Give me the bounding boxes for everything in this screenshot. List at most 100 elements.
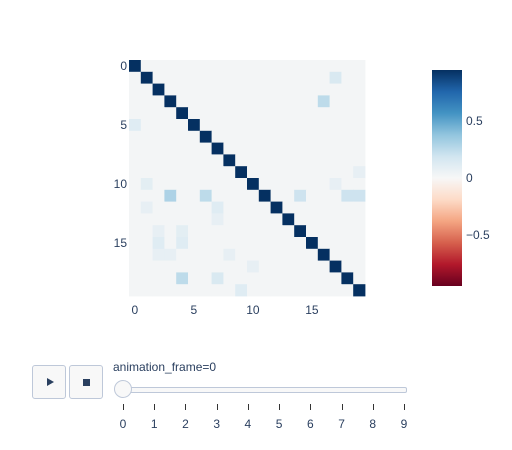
heatmap-cell[interactable] — [247, 95, 260, 108]
heatmap-cell[interactable] — [176, 166, 189, 179]
heatmap-cell[interactable] — [235, 201, 248, 214]
heatmap-cell[interactable] — [353, 248, 366, 261]
heatmap-cell[interactable] — [258, 213, 271, 226]
heatmap-cell[interactable] — [270, 201, 283, 214]
heatmap-cell[interactable] — [188, 60, 201, 73]
heatmap-cell[interactable] — [199, 95, 212, 108]
heatmap-cell[interactable] — [152, 272, 165, 285]
heatmap-cell[interactable] — [129, 178, 142, 191]
heatmap-cell[interactable] — [282, 83, 295, 96]
heatmap-cell[interactable] — [294, 284, 307, 297]
heatmap-cell[interactable] — [270, 166, 283, 179]
heatmap-cell[interactable] — [164, 95, 177, 108]
heatmap-cell[interactable] — [353, 71, 366, 84]
heatmap-cell[interactable] — [211, 189, 224, 202]
heatmap-cell[interactable] — [341, 142, 354, 155]
heatmap-cell[interactable] — [341, 130, 354, 143]
heatmap-cell[interactable] — [329, 237, 342, 250]
slider-handle[interactable] — [114, 380, 132, 398]
heatmap-cell[interactable] — [247, 201, 260, 214]
heatmap-cell[interactable] — [329, 83, 342, 96]
heatmap-cell[interactable] — [270, 130, 283, 143]
heatmap-cell[interactable] — [270, 154, 283, 167]
slider-tick-label[interactable]: 6 — [306, 417, 314, 431]
heatmap-cell[interactable] — [294, 225, 307, 238]
heatmap-cell[interactable] — [282, 272, 295, 285]
heatmap-cell[interactable] — [164, 71, 177, 84]
heatmap-cell[interactable] — [317, 119, 330, 132]
heatmap-cell[interactable] — [282, 119, 295, 132]
heatmap-cell[interactable] — [294, 60, 307, 73]
heatmap-cell[interactable] — [129, 71, 142, 84]
heatmap-cell[interactable] — [152, 130, 165, 143]
heatmap-cell[interactable] — [353, 260, 366, 273]
heatmap-cell[interactable] — [188, 237, 201, 250]
heatmap-cell[interactable] — [306, 95, 319, 108]
heatmap-cell[interactable] — [164, 60, 177, 73]
heatmap-cell[interactable] — [329, 284, 342, 297]
heatmap-cell[interactable] — [211, 71, 224, 84]
heatmap-cell[interactable] — [176, 178, 189, 191]
heatmap-cell[interactable] — [129, 260, 142, 273]
heatmap-cell[interactable] — [341, 248, 354, 261]
heatmap-cell[interactable] — [223, 213, 236, 226]
slider-tick-label[interactable]: 1 — [150, 417, 158, 431]
heatmap-cell[interactable] — [282, 154, 295, 167]
heatmap-cell[interactable] — [258, 60, 271, 73]
heatmap-cell[interactable] — [188, 71, 201, 84]
heatmap-cell[interactable] — [294, 71, 307, 84]
heatmap-cell[interactable] — [329, 154, 342, 167]
heatmap-cell[interactable] — [176, 95, 189, 108]
heatmap-cell[interactable] — [211, 225, 224, 238]
heatmap-cell[interactable] — [306, 83, 319, 96]
heatmap-cell[interactable] — [188, 142, 201, 155]
heatmap-cell[interactable] — [199, 83, 212, 96]
heatmap-cell[interactable] — [317, 178, 330, 191]
heatmap-cell[interactable] — [247, 178, 260, 191]
heatmap-cell[interactable] — [140, 60, 153, 73]
heatmap-cell[interactable] — [223, 284, 236, 297]
heatmap-cell[interactable] — [211, 260, 224, 273]
heatmap-cell[interactable] — [140, 166, 153, 179]
heatmap-cell[interactable] — [199, 225, 212, 238]
heatmap-cell[interactable] — [294, 142, 307, 155]
heatmap-cell[interactable] — [235, 178, 248, 191]
heatmap-cell[interactable] — [329, 225, 342, 238]
heatmap-cell[interactable] — [341, 284, 354, 297]
heatmap-cell[interactable] — [188, 189, 201, 202]
heatmap-cell[interactable] — [199, 119, 212, 132]
heatmap-cell[interactable] — [282, 284, 295, 297]
heatmap-cell[interactable] — [341, 107, 354, 120]
heatmap-cell[interactable] — [258, 71, 271, 84]
heatmap-cell[interactable] — [152, 201, 165, 214]
heatmap-cell[interactable] — [152, 260, 165, 273]
heatmap-cell[interactable] — [152, 248, 165, 261]
heatmap-cell[interactable] — [164, 248, 177, 261]
play-button[interactable] — [32, 365, 66, 399]
heatmap-cell[interactable] — [164, 260, 177, 273]
heatmap-cell[interactable] — [247, 225, 260, 238]
heatmap-cell[interactable] — [270, 213, 283, 226]
heatmap-cell[interactable] — [199, 237, 212, 250]
heatmap-cell[interactable] — [188, 248, 201, 261]
heatmap-cell[interactable] — [317, 107, 330, 120]
heatmap-cell[interactable] — [199, 260, 212, 273]
heatmap-cell[interactable] — [353, 201, 366, 214]
heatmap-cell[interactable] — [258, 119, 271, 132]
heatmap-cell[interactable] — [353, 107, 366, 120]
heatmap-cell[interactable] — [176, 107, 189, 120]
heatmap-cell[interactable] — [306, 260, 319, 273]
heatmap-cell[interactable] — [306, 178, 319, 191]
heatmap-cell[interactable] — [341, 237, 354, 250]
heatmap-cell[interactable] — [164, 213, 177, 226]
heatmap-cell[interactable] — [152, 284, 165, 297]
heatmap-cell[interactable] — [211, 107, 224, 120]
slider-tick-label[interactable]: 0 — [119, 417, 127, 431]
heatmap-cell[interactable] — [247, 142, 260, 155]
heatmap-cell[interactable] — [211, 60, 224, 73]
heatmap-cell[interactable] — [140, 71, 153, 84]
heatmap-cell[interactable] — [353, 213, 366, 226]
heatmap-cell[interactable] — [258, 225, 271, 238]
heatmap-cell[interactable] — [329, 248, 342, 261]
heatmap-cell[interactable] — [317, 272, 330, 285]
